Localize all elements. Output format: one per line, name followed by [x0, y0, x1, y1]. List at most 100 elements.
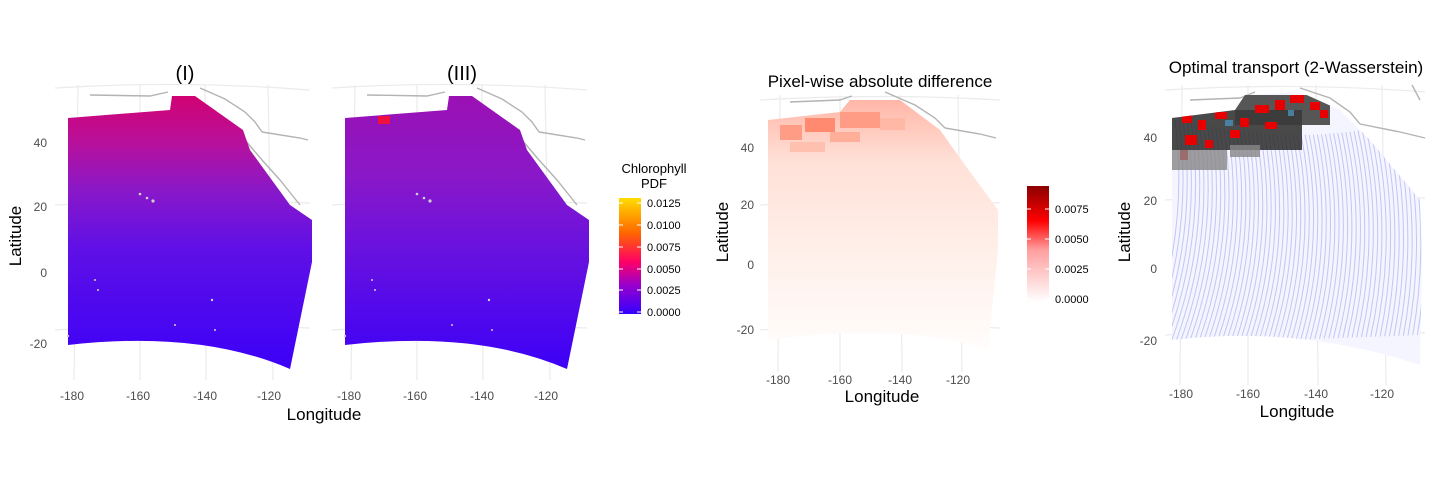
panel-ot-ytick-neg20: -20 — [1140, 334, 1158, 348]
panel-ot-xtick-120: -120 — [1370, 387, 1394, 401]
transport-flow-line — [1272, 134, 1293, 341]
legend-pdf-label-1: 0.0100 — [647, 220, 681, 232]
panel-diff-xlabel: Longitude — [845, 387, 920, 406]
transport-flow-line — [1291, 134, 1310, 340]
panel-3-hotspot — [378, 116, 390, 124]
panel-3-coastline — [366, 87, 586, 206]
transport-flow-line — [1295, 134, 1315, 340]
transport-flow-line — [1314, 134, 1331, 340]
legend-diff-label-3: 0.0000 — [1055, 294, 1089, 306]
panel-1-xtick-180: -180 — [60, 389, 84, 403]
panel-1-ytick-20: 20 — [34, 200, 48, 214]
legend-pdf-label-0: 0.0125 — [647, 198, 681, 210]
transport-flow-line — [1263, 134, 1285, 341]
transport-flow-line — [1300, 134, 1319, 340]
panel-diff-xtick-120: -120 — [946, 373, 970, 387]
panel-ot: Optimal transport (2-Wasserstein) 40 20 … — [1115, 58, 1426, 421]
transport-flow-line — [1239, 132, 1264, 342]
panel-ot-ytick-20: 20 — [1144, 194, 1158, 208]
transport-flow-line — [1351, 130, 1366, 338]
panel-3-title: (III) — [447, 63, 477, 85]
transport-flow-line — [1332, 132, 1349, 339]
panel-3-xtick-180: -180 — [337, 389, 361, 403]
transport-flow-line — [1277, 134, 1298, 341]
transport-flow-line — [1373, 127, 1387, 337]
panel-3-islands — [343, 192, 493, 338]
legend-pdf-label-3: 0.0050 — [647, 264, 681, 276]
legend-diff-label-2: 0.0025 — [1055, 264, 1089, 276]
transport-flow-line — [1258, 134, 1281, 342]
transport-flow-line — [1360, 129, 1374, 338]
panel-diff-title: Pixel-wise absolute difference — [768, 72, 993, 91]
transport-flow-line — [1309, 134, 1327, 340]
panel-diff-xtick-160: -160 — [828, 373, 852, 387]
panel-3-xtick-140: -140 — [470, 389, 494, 403]
panel-ot-ylabel: Latitude — [1115, 202, 1134, 263]
transport-flow-line — [1356, 130, 1370, 338]
transport-flow-line — [1249, 133, 1272, 342]
transport-flow-line — [1328, 133, 1344, 339]
transport-flow-line — [1369, 128, 1383, 338]
panel-ot-xtick-160: -160 — [1236, 387, 1260, 401]
transport-flow-line — [1230, 132, 1255, 343]
panel-diff: Pixel-wise absolute difference 40 20 0 -… — [713, 72, 1001, 406]
legend-diff-label-1: 0.0050 — [1055, 234, 1089, 246]
transport-flow-line — [1244, 133, 1268, 342]
transport-flow-line — [1281, 134, 1302, 341]
panel-3-heatmap — [345, 96, 589, 369]
panel-1-ytick-40: 40 — [34, 136, 48, 150]
panel-1-coastline — [89, 87, 309, 206]
panel-1-xtick-160: -160 — [126, 389, 150, 403]
legend-diff: 0.0075 0.0050 0.0025 0.0000 — [1027, 186, 1089, 306]
panel-1-ylabel: Latitude — [6, 206, 25, 267]
panel-diff-ytick-20: 20 — [741, 198, 755, 212]
legend-pdf-label-2: 0.0075 — [647, 242, 681, 254]
panel-1-ytick-0: 0 — [40, 266, 47, 280]
panel-1-islands — [66, 192, 216, 338]
legend-pdf-title-line2: PDF — [641, 176, 667, 191]
panel-ot-xtick-180: -180 — [1169, 387, 1193, 401]
legend-pdf-title-line1: Chlorophyll — [621, 161, 686, 176]
panel-1: (I) 40 20 0 -20 -180 -160 -140 -120 Lati… — [6, 63, 312, 403]
transport-flow-line — [1253, 133, 1276, 342]
panel-diff-ytick-40: 40 — [741, 141, 755, 155]
transport-flow-line — [1225, 131, 1251, 343]
transport-flow-line — [1305, 134, 1323, 340]
legend-pdf: Chlorophyll PDF 0.0125 0.0100 0.0075 0.0… — [619, 161, 687, 319]
panel-1-title: (I) — [176, 63, 195, 85]
panel-1-ytick-neg20: -20 — [30, 337, 48, 351]
legend-diff-colorbar — [1027, 186, 1049, 302]
panel-ot-ytick-0: 0 — [1150, 262, 1157, 276]
transport-flow-line — [1235, 132, 1260, 342]
transport-flow-line — [1319, 133, 1336, 339]
transport-flow-line — [1365, 129, 1379, 338]
transport-flow-line — [1323, 133, 1340, 339]
panel-ot-title: Optimal transport (2-Wasserstein) — [1169, 58, 1423, 77]
panel-ot-coastline — [1189, 84, 1426, 139]
panel-1-heatmap — [68, 96, 312, 369]
legend-pdf-colorbar — [619, 198, 641, 314]
transport-flow-line — [1286, 134, 1306, 341]
transport-flow-line — [1202, 128, 1230, 344]
panel-3: (III) -180 -160 -140 -120 — [331, 63, 589, 403]
transport-flow-line — [1267, 134, 1289, 341]
panel-diff-ytick-neg20: -20 — [737, 323, 755, 337]
transport-flow-line — [1346, 131, 1361, 338]
legend-pdf-label-5: 0.0000 — [647, 307, 681, 319]
panel-ot-flow-region — [1172, 92, 1422, 365]
transport-flow-line — [1342, 131, 1357, 339]
panel-1-xtick-120: -120 — [257, 389, 281, 403]
panel-diff-ylabel: Latitude — [713, 202, 732, 263]
panel-diff-hotspots — [780, 112, 905, 152]
panel-3-xtick-120: -120 — [534, 389, 558, 403]
legend-pdf-label-4: 0.0025 — [647, 285, 681, 297]
panel-ot-xtick-140: -140 — [1304, 387, 1328, 401]
legend-diff-label-0: 0.0075 — [1055, 204, 1089, 216]
panel-diff-xtick-180: -180 — [766, 373, 790, 387]
panel-ot-ytick-40: 40 — [1144, 131, 1158, 145]
panels-1-3-xlabel: Longitude — [287, 405, 362, 424]
panel-diff-xtick-140: -140 — [888, 373, 912, 387]
transport-flow-line — [1337, 132, 1353, 339]
panel-diff-ytick-0: 0 — [747, 258, 754, 272]
